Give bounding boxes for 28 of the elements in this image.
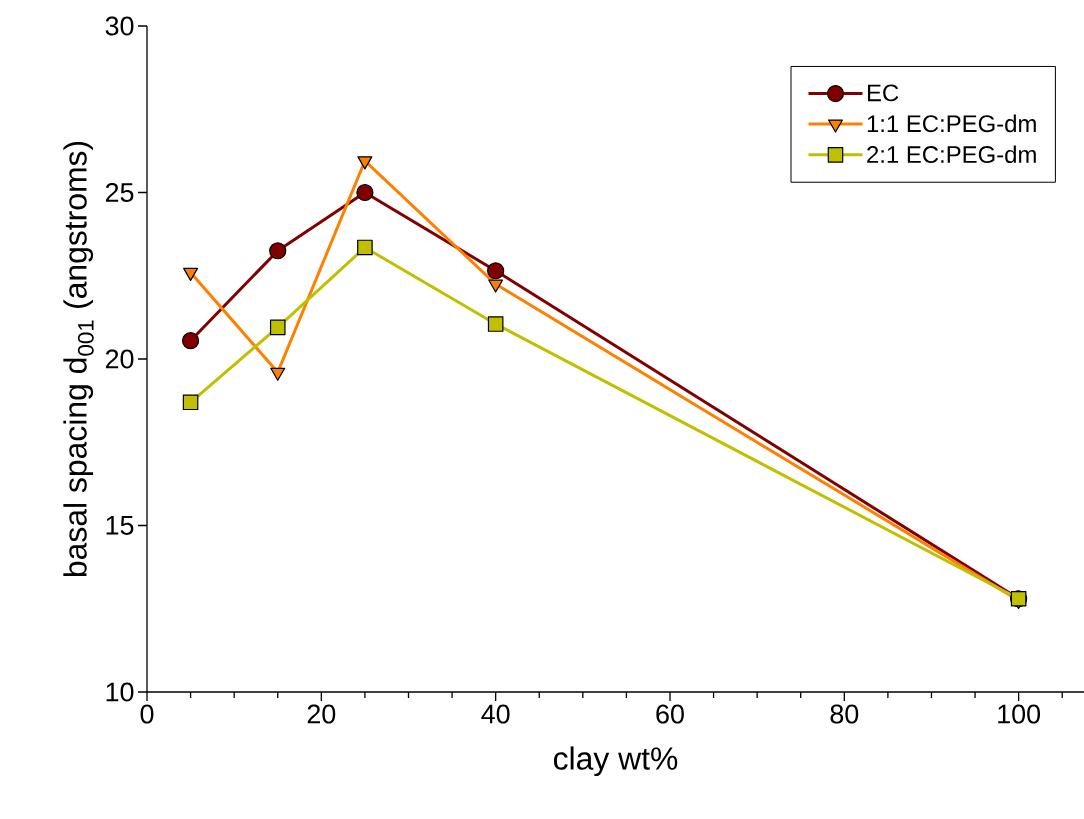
y-axis-title: basal spacing d$_{001}$ (angstroms)	[63, 141, 94, 577]
x-tick-label: 20	[307, 704, 336, 724]
x-tick-label: 40	[481, 704, 510, 724]
x-tick-label: 0	[140, 704, 154, 724]
point	[487, 262, 505, 280]
y-tick-label: 15	[106, 516, 134, 535]
point	[487, 316, 504, 332]
y-tick-label: 10	[106, 682, 134, 702]
x-tick-label: 80	[830, 704, 859, 724]
y-tick-label: 20	[105, 349, 134, 369]
point	[269, 242, 287, 260]
x-axis-title: clay wt%	[553, 746, 678, 777]
point	[270, 367, 286, 381]
legend-label: 1:1 EC:PEG-dm	[867, 114, 1036, 133]
legend-label: EC	[867, 84, 899, 102]
point	[181, 332, 200, 350]
x-tick-label: 100	[998, 704, 1041, 724]
point	[357, 156, 373, 170]
point	[269, 319, 286, 336]
y-tick-label: 25	[105, 182, 134, 203]
point	[182, 394, 199, 411]
point	[356, 183, 374, 202]
point	[488, 279, 504, 293]
x-tick-label: 60	[656, 704, 684, 724]
legend-label: 2:1 EC:PEG-dm	[867, 145, 1036, 163]
point	[183, 267, 199, 282]
y-tick-label: 30	[105, 16, 134, 36]
point	[357, 239, 373, 256]
